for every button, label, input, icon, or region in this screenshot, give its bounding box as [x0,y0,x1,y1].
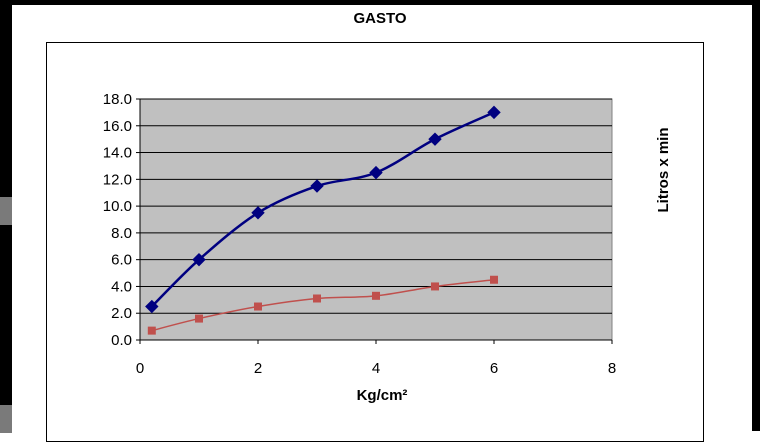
series-2-point [431,282,439,291]
y-tick-label: 14.0 [103,145,132,162]
series-2-point [490,275,498,284]
x-tick-label: 6 [490,360,498,377]
y-tick-label: 10.0 [103,198,132,215]
series-2-point [372,291,380,300]
y-tick-label: 0.0 [111,332,132,349]
y-axis-title: Litros x min [655,127,672,212]
series-1-point [487,105,501,120]
x-axis-title: Kg/cm² [357,387,408,404]
y-tick-label: 8.0 [111,225,132,242]
series-2-point [147,326,156,335]
side-tab-lower [0,405,12,433]
window-frame-top [0,0,760,5]
series-1-point [369,165,383,180]
plot-background [139,98,613,341]
y-tick-label: 4.0 [111,278,132,295]
series-1-point [145,299,159,314]
window-frame-right [752,0,760,431]
x-tick-label: 8 [608,360,616,377]
x-tick-label: 0 [136,360,144,377]
y-tick-label: 2.0 [111,305,132,322]
series-1-point [310,179,324,193]
y-tick-label: 6.0 [111,252,132,269]
x-tick-label: 2 [254,360,262,377]
chart-title: GASTO [353,10,407,27]
series-1-point [428,132,442,146]
series-2-point [313,294,321,303]
y-tick-label: 16.0 [103,118,132,135]
side-tab-upper [0,197,12,225]
series-1-point [192,252,206,267]
chart-svg: 0.0 2.0 4.0 6.0 8.0 10.0 12.0 14.0 16.0 18.0 0 2 4 6 8… [103,91,672,404]
y-tick-label: 18.0 [103,91,132,108]
series-2-point [195,314,203,323]
x-tick-label: 4 [372,360,380,377]
series-1-point [251,206,265,220]
y-tick-label: 12.0 [103,171,132,188]
series-2-point [254,302,262,311]
